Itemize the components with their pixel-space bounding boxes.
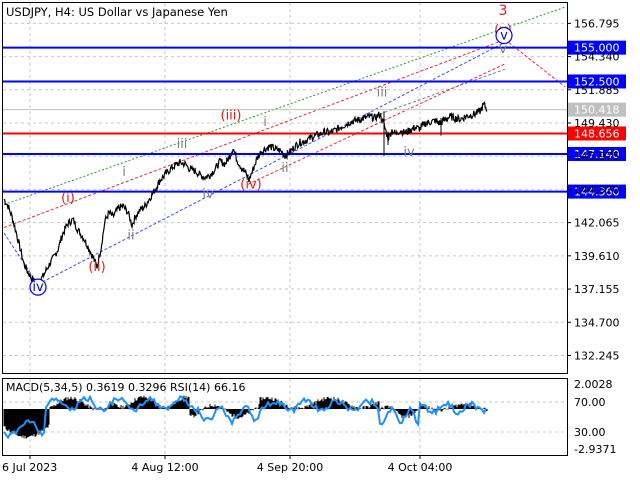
- channel-line-gray: [379, 68, 506, 115]
- price-level-label-box: [568, 40, 626, 55]
- price-level-label: 147.140: [574, 148, 620, 161]
- chart-title: USDJPY, H4: US Dollar vs Japanese Yen: [6, 5, 228, 19]
- wave-label: 3: [499, 3, 508, 19]
- price-level-label-box: [568, 74, 626, 89]
- wave-label: iv: [32, 280, 44, 295]
- y-tick-label: 137.155: [574, 283, 620, 296]
- wave-label: ii: [281, 161, 288, 176]
- indicator-panel-frame: [2, 378, 568, 456]
- wave-label: (i): [61, 191, 75, 206]
- y-tick-label: 144.520: [574, 183, 620, 196]
- indicator-y-tick-label: 70.00: [574, 396, 606, 409]
- main-panel-frame: [2, 2, 568, 374]
- indicator-title: MACD(5,34,5) 0.3619 0.3296 RSI(14) 66.16: [6, 381, 245, 394]
- rsi-line: [3, 394, 487, 440]
- wave-label: i: [263, 115, 267, 130]
- price-levels: 155.000 152.500 148.656 147.140 144.360 150.4…: [3, 40, 626, 199]
- price-level-label: 148.656: [574, 127, 620, 140]
- channel-line-red-lower: [247, 63, 506, 185]
- wave-label: v: [499, 42, 507, 57]
- price-level-label-box: [568, 146, 626, 161]
- y-tick-label: 154.340: [574, 51, 620, 64]
- y-tick-label: 149.430: [574, 117, 620, 130]
- x-tick-label: 4 Sep 20:00: [257, 461, 323, 474]
- y-tick-label: 142.065: [574, 217, 620, 230]
- y-tick-label: 139.610: [574, 250, 620, 263]
- x-axis: 6 Jul 2023 4 Aug 12:00 4 Sep 20:00 4 Oct 04…: [2, 455, 452, 474]
- current-price-label-box: [568, 102, 626, 117]
- channel-line-blue-start: [3, 232, 39, 285]
- wave-label: iii: [377, 85, 388, 100]
- wave-label: i: [122, 165, 126, 180]
- x-tick-label: 6 Jul 2023: [2, 461, 57, 474]
- indicator-y-tick-label: -2.9371: [574, 443, 616, 456]
- price-series: [3, 101, 488, 288]
- price-level-label: 155.000: [574, 42, 620, 55]
- wave-label: (iii): [221, 108, 242, 123]
- price-level-label: 152.500: [574, 75, 620, 88]
- wave-label: ii: [127, 229, 134, 244]
- y-tick-label: 132.245: [574, 349, 620, 362]
- wave-label: v: [500, 29, 508, 44]
- y-tick-label: 146.975: [574, 150, 620, 163]
- indicator-y-tick-label: 2.0028: [574, 378, 613, 391]
- wave-label-circle: [29, 278, 47, 296]
- x-tick-label: 4 Aug 12:00: [131, 461, 198, 474]
- y-axis: 156.795 154.340 151.885 149.430 146.975 144.5…: [567, 17, 620, 456]
- indicator-series: [3, 394, 488, 440]
- price-level-label-box: [568, 126, 626, 141]
- price-level-label: 144.360: [574, 186, 620, 199]
- x-tick-label: 4 Oct 04:00: [388, 461, 453, 474]
- wave-label-circle: [495, 26, 513, 45]
- current-price-label: 150.418: [574, 104, 620, 117]
- y-tick-label: 134.700: [574, 316, 620, 329]
- price-level-label-box: [568, 184, 626, 199]
- price-line: [3, 101, 488, 288]
- wave-label: iv: [403, 145, 415, 160]
- indicator-y-tick-label: 30.00: [574, 426, 606, 439]
- channel-line-blue: [37, 41, 506, 285]
- wave-label: iii: [177, 137, 188, 152]
- wave-label: iv: [202, 187, 214, 202]
- y-tick-label: 151.885: [574, 84, 620, 97]
- wave-label: (ii): [88, 260, 105, 275]
- channel-line-green: [3, 6, 566, 206]
- wave-label: (iv): [240, 177, 261, 192]
- y-tick-label: 156.795: [574, 17, 620, 30]
